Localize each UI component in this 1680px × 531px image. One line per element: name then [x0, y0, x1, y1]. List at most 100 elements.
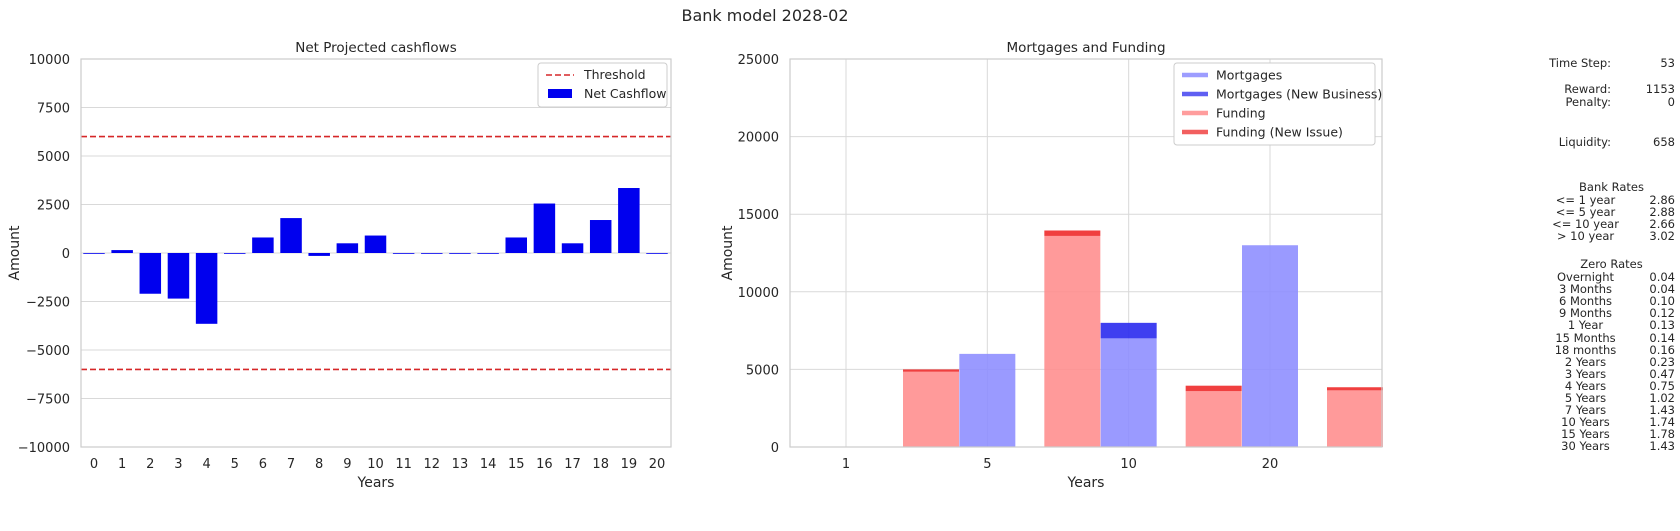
zero-rate-value: 1.02: [1649, 391, 1675, 405]
zero-rate-label: 3 Months: [1558, 282, 1612, 297]
net-cashflow-bar: [618, 188, 640, 253]
bar-mortgages: [1242, 245, 1298, 447]
penalty-value: 0: [1667, 95, 1675, 109]
zero-rate-value: 0.16: [1649, 342, 1675, 357]
bar-mortgages: [1100, 338, 1157, 447]
bar-funding-new-issue: [1185, 385, 1242, 392]
zero-rate-label: 6 Months: [1558, 294, 1612, 309]
x-tick-label: 16: [536, 457, 553, 472]
bank-rate-row: > 10 year 3.02: [1548, 229, 1675, 243]
zero-rate-row: 18 months 0.16: [1548, 343, 1675, 357]
x-tick-label: 11: [395, 457, 412, 472]
zero-rate-row: 3 Months 0.04: [1548, 282, 1675, 296]
net-cashflow-bar: [505, 237, 527, 253]
mortgages-funding-chart: 0 5000 10000 15000 20000 25000 Mortgages Mortga…: [720, 40, 1383, 491]
zero-rate-label: 18 months: [1554, 342, 1617, 357]
x-tick-label: 1: [842, 457, 850, 472]
zero-rate-value: 0.04: [1649, 270, 1675, 284]
net-cashflow-bar: [224, 253, 246, 254]
y-tick-label: 20000: [738, 131, 779, 146]
net-cashflow-bar: [195, 253, 218, 324]
legend-label: Mortgages (New Business): [1216, 87, 1382, 102]
y-tick-label: −7500: [26, 393, 70, 408]
y-tick-label: 25000: [738, 53, 779, 68]
x-tick-label: 8: [315, 457, 323, 472]
net-cashflow-bar: [449, 253, 471, 254]
net-cashflow-bar: [589, 220, 612, 253]
zero-rate-row: Overnight 0.04: [1548, 270, 1675, 284]
x-tick-label: 12: [424, 457, 441, 472]
x-tick-label: 20: [649, 457, 666, 472]
zero-rate-value: 0.12: [1649, 306, 1675, 321]
time-step-row: Time Step: 53: [1548, 56, 1675, 70]
zero-rate-row: 9 Months 0.12: [1548, 306, 1675, 320]
bar-funding: [1044, 235, 1101, 447]
zero-rate-row: 1 Year 0.13: [1548, 318, 1675, 332]
zero-rate-row: 3 Years 0.47: [1548, 367, 1675, 381]
y-tick-label: 10000: [29, 53, 70, 68]
net-cashflow-bar: [646, 253, 668, 254]
liquidity-row: Liquidity: 658: [1548, 135, 1675, 149]
x-axis-label: Years: [357, 475, 395, 491]
x-tick-label: 0: [90, 457, 98, 472]
x-tick-label: 6: [259, 457, 267, 472]
y-tick-label: 2500: [37, 199, 70, 214]
net-cashflow-bar: [83, 253, 105, 254]
zero-rate-value: 0.47: [1649, 366, 1675, 381]
bank-rate-label: > 10 year: [1556, 229, 1615, 244]
legend-cashflow-label: Net Cashflow: [584, 86, 666, 101]
zero-rate-value: 1.74: [1649, 415, 1675, 430]
zero-rate-label: 3 Years: [1564, 366, 1607, 381]
zero-rate-value: 0.75: [1649, 378, 1675, 393]
zero-rate-label: Overnight: [1556, 270, 1615, 284]
x-tick-label: 5: [231, 457, 239, 472]
y-tick-label: 15000: [738, 208, 779, 223]
x-tick-label: 19: [621, 457, 638, 472]
zero-rates-title: Zero Rates: [1580, 257, 1643, 271]
chart-title: Mortgages and Funding: [1006, 40, 1165, 56]
net-cashflow-bar: [280, 218, 302, 253]
penalty-row: Penalty: 0: [1548, 95, 1675, 109]
x-tick-label: 14: [480, 457, 497, 472]
x-tick-label: 4: [202, 457, 210, 472]
zero-rate-row: 4 Years 0.75: [1548, 379, 1675, 393]
legend-threshold-label: Threshold: [583, 67, 646, 82]
x-tick-label: 9: [343, 457, 351, 472]
bank-rate-value: 3.02: [1649, 229, 1675, 244]
reward-label: Reward:: [1564, 82, 1611, 96]
zero-rate-value: 0.10: [1649, 294, 1675, 309]
y-axis-label: Amount: [7, 225, 23, 281]
bank-rate-value: 2.66: [1649, 217, 1675, 232]
zero-rate-label: 1 Year: [1567, 318, 1604, 333]
x-tick-label: 18: [592, 457, 609, 472]
zero-rate-row: 15 Years 1.78: [1548, 427, 1675, 441]
figure-title: Bank model 2028-02: [681, 6, 849, 25]
bank-rate-label: <= 10 year: [1552, 217, 1619, 232]
bar-funding: [1327, 390, 1383, 447]
y-tick-label: 7500: [37, 102, 70, 117]
zero-rate-value: 1.43: [1649, 403, 1675, 418]
reward-value: 1153: [1645, 82, 1675, 96]
bank-rates-title: Bank Rates: [1579, 180, 1644, 194]
net-cashflow-bar: [252, 237, 274, 253]
zero-rate-label: 15 Years: [1561, 427, 1610, 442]
net-cashflow-bar: [477, 253, 499, 254]
x-tick-label: 1: [118, 457, 126, 472]
bar-funding: [1185, 391, 1242, 447]
zero-rate-row: 5 Years 1.02: [1548, 391, 1675, 405]
net-cashflow-bar: [421, 253, 443, 254]
x-tick-label: 3: [174, 457, 182, 472]
legend-label: Funding: [1216, 106, 1266, 121]
y-tick-label: 10000: [738, 286, 779, 301]
x-tick-label: 13: [452, 457, 469, 472]
liquidity-label: Liquidity:: [1558, 135, 1611, 149]
bank-rate-row: <= 1 year 2.86: [1548, 193, 1675, 207]
bank-rate-label: <= 5 year: [1555, 205, 1616, 220]
y-tick-label: 0: [62, 247, 70, 262]
x-tick-label: 5: [983, 457, 991, 472]
y-tick-label: −10000: [18, 441, 70, 456]
y-tick-label: −5000: [26, 344, 70, 359]
zero-rate-row: 6 Months 0.10: [1548, 294, 1675, 308]
net-cashflow-bar: [139, 253, 162, 294]
zero-rate-value: 0.23: [1649, 354, 1675, 369]
